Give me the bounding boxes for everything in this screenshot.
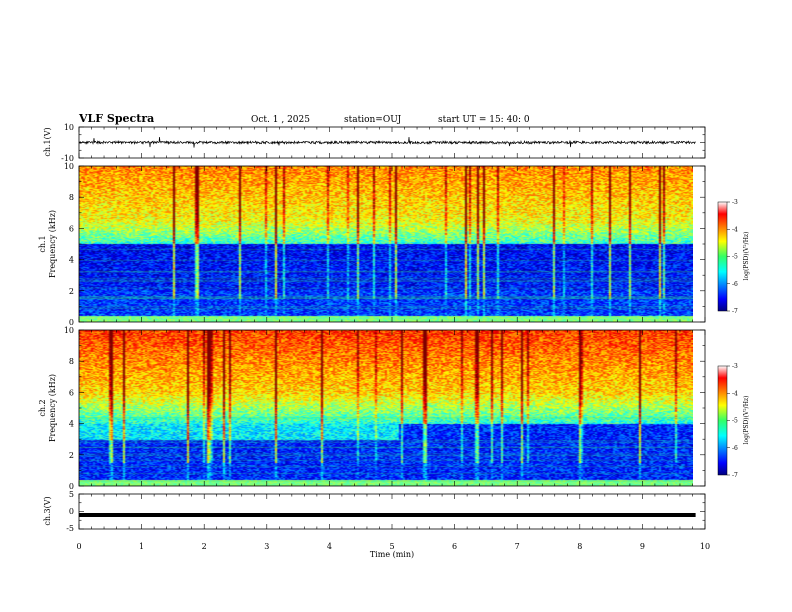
colorbar-tick-label: -4: [732, 226, 738, 233]
ch1-colorbar-label: log(PSD)(V²/Hz): [743, 232, 750, 281]
x-tick-label: 4: [327, 542, 332, 551]
x-tick-label: 5: [389, 542, 394, 551]
colorbar-tick-label: -3: [732, 363, 738, 370]
colorbar-tick-label: -5: [732, 418, 738, 425]
ch1-spectrogram-ylabel-frequency: Frequency (kHz): [48, 210, 57, 278]
spectrogram-ytick-label: 8: [69, 193, 74, 202]
colorbar-tick-label: -5: [732, 254, 738, 261]
ch2-spectrogram-panel: 0 2 4 6 8 10 ch.2 Frequency (kHz): [38, 326, 706, 491]
ch2-spectrogram-image: [79, 330, 693, 486]
ch3-waveform-panel: 5 0 -5 ch.3(V): [43, 490, 706, 533]
ch1-spectrogram-image: [79, 166, 693, 322]
ch1-spectrogram-ylabel-channel: ch.1: [38, 235, 47, 252]
spectrogram-ytick-label: 2: [69, 451, 74, 460]
ch1-waveform-panel: 10 -10 ch.1(V): [43, 123, 706, 163]
ch1-colorbar: -3 -4 -5 -6 -7 log(PSD)(V²/Hz): [717, 199, 750, 315]
ch1-ytick-bottom: -10: [61, 154, 74, 163]
colorbar-tick-label: -4: [732, 390, 738, 397]
x-axis-label: Time (min): [370, 550, 414, 559]
spectrogram-ytick-label: 8: [69, 357, 74, 366]
spectrogram-ytick-label: 4: [69, 256, 74, 265]
ch2-colorbar-label: log(PSD)(V²/Hz): [743, 396, 750, 445]
ch1-spectrogram-panel: 0 2 4 6 8 10 ch.1 Frequency (kHz): [38, 162, 706, 327]
header-start-time: start UT = 15: 40: 0: [438, 115, 530, 125]
ch3-ytick-middle: 0: [69, 507, 74, 516]
colorbar-tick-label: -6: [732, 445, 738, 452]
ch1-ylabel: ch.1(V): [43, 127, 52, 156]
ch2-spectrogram-ylabel-channel: ch.2: [38, 399, 47, 416]
ch3-ytick-bottom: -5: [66, 524, 74, 533]
colorbar-tick-label: -7: [732, 472, 738, 479]
ch2-colorbar: -3 -4 -5 -6 -7 log(PSD)(V²/Hz): [717, 363, 750, 479]
x-tick-label: 2: [202, 542, 207, 551]
spectrogram-ytick-label: 0: [69, 482, 74, 491]
spectrogram-ytick-label: 0: [69, 318, 74, 327]
header-station: station=OUJ: [344, 115, 402, 125]
colorbar-tick-label: -6: [732, 281, 738, 288]
x-tick-label: 9: [640, 542, 645, 551]
x-tick-label: 6: [452, 542, 457, 551]
spectrogram-ytick-label: 2: [69, 287, 74, 296]
spectrogram-ytick-label: 6: [69, 224, 74, 233]
colorbar-tick-label: -3: [732, 199, 738, 206]
x-tick-label: 0: [76, 542, 81, 551]
ch1-ytick-top: 10: [64, 123, 74, 132]
ch1-waveform-trace: [78, 136, 696, 148]
x-tick-label: 7: [515, 542, 520, 551]
spectrogram-ytick-label: 10: [64, 162, 74, 171]
x-axis-tick-labels: 0 1 2 3 4 5 6 7 8 9 10: [76, 542, 710, 551]
figure-title: VLF Spectra: [78, 112, 154, 125]
ch2-spectrogram-ylabel-frequency: Frequency (kHz): [48, 374, 57, 442]
spectrogram-ytick-label: 10: [64, 326, 74, 335]
header-date: Oct. 1 , 2025: [251, 115, 310, 125]
ch3-ytick-top: 5: [69, 490, 74, 499]
x-tick-label: 8: [577, 542, 582, 551]
x-tick-label: 3: [264, 542, 269, 551]
spectrogram-ytick-label: 6: [69, 388, 74, 397]
colorbar-tick-label: -7: [732, 308, 738, 315]
x-tick-label: 1: [139, 542, 144, 551]
ch3-ylabel: ch.3(V): [43, 496, 52, 525]
spectrogram-ytick-label: 4: [69, 420, 74, 429]
x-tick-label: 10: [700, 542, 710, 551]
